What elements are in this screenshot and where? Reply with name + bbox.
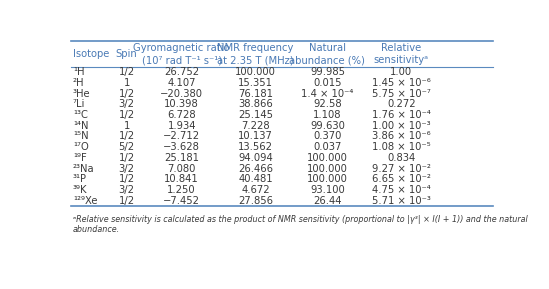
Text: 94.094: 94.094 — [238, 153, 273, 163]
Text: 1/2: 1/2 — [119, 89, 135, 99]
Text: ¹³C: ¹³C — [73, 110, 88, 120]
Text: 1.00 × 10⁻³: 1.00 × 10⁻³ — [372, 121, 430, 131]
Text: −3.628: −3.628 — [163, 142, 200, 152]
Text: −2.712: −2.712 — [163, 131, 200, 142]
Text: ¹⁴N: ¹⁴N — [73, 121, 88, 131]
Text: 100.000: 100.000 — [307, 174, 348, 184]
Text: Isotope: Isotope — [73, 49, 109, 59]
Text: 3.86 × 10⁻⁶: 3.86 × 10⁻⁶ — [372, 131, 430, 142]
Text: 1/2: 1/2 — [119, 67, 135, 77]
Text: 1.108: 1.108 — [313, 110, 341, 120]
Text: 1/2: 1/2 — [119, 196, 135, 206]
Text: 7.228: 7.228 — [241, 121, 270, 131]
Text: NMR frequency
at 2.35 T (MHz): NMR frequency at 2.35 T (MHz) — [217, 43, 294, 65]
Text: −20.380: −20.380 — [160, 89, 203, 99]
Text: 25.181: 25.181 — [164, 153, 199, 163]
Text: 15.351: 15.351 — [238, 78, 273, 88]
Text: ¹²⁹Xe: ¹²⁹Xe — [73, 196, 97, 206]
Text: 4.107: 4.107 — [167, 78, 196, 88]
Text: 100.000: 100.000 — [307, 153, 348, 163]
Text: 0.037: 0.037 — [313, 142, 341, 152]
Text: ᵃRelative sensitivity is calculated as the product of NMR sensitivity (proportio: ᵃRelative sensitivity is calculated as t… — [73, 215, 528, 234]
Text: Spin: Spin — [116, 49, 138, 59]
Text: 3/2: 3/2 — [119, 99, 135, 110]
Text: ¹⁵N: ¹⁵N — [73, 131, 88, 142]
Text: 100.000: 100.000 — [307, 164, 348, 174]
Text: 6.65 × 10⁻²: 6.65 × 10⁻² — [372, 174, 431, 184]
Text: 1: 1 — [124, 121, 130, 131]
Text: 1: 1 — [124, 78, 130, 88]
Text: 0.015: 0.015 — [313, 78, 341, 88]
Text: 1/2: 1/2 — [119, 110, 135, 120]
Text: ²H: ²H — [73, 78, 85, 88]
Text: 99.630: 99.630 — [310, 121, 345, 131]
Text: 1.45 × 10⁻⁶: 1.45 × 10⁻⁶ — [372, 78, 431, 88]
Text: 1/2: 1/2 — [119, 131, 135, 142]
Text: 93.100: 93.100 — [310, 185, 345, 195]
Text: 9.27 × 10⁻²: 9.27 × 10⁻² — [372, 164, 431, 174]
Text: 92.58: 92.58 — [313, 99, 341, 110]
Text: Natural
abundance (%): Natural abundance (%) — [289, 43, 365, 65]
Text: ¹⁷O: ¹⁷O — [73, 142, 88, 152]
Text: 26.752: 26.752 — [164, 67, 199, 77]
Text: 5.75 × 10⁻⁷: 5.75 × 10⁻⁷ — [372, 89, 431, 99]
Text: 0.370: 0.370 — [313, 131, 341, 142]
Text: ¹⁹F: ¹⁹F — [73, 153, 87, 163]
Text: 4.75 × 10⁻⁴: 4.75 × 10⁻⁴ — [372, 185, 431, 195]
Text: 1.934: 1.934 — [167, 121, 196, 131]
Text: ²³Na: ²³Na — [73, 164, 94, 174]
Text: 1.76 × 10⁻⁴: 1.76 × 10⁻⁴ — [372, 110, 431, 120]
Text: Relative
sensitivityᵃ: Relative sensitivityᵃ — [374, 43, 429, 65]
Text: 6.728: 6.728 — [167, 110, 196, 120]
Text: 99.985: 99.985 — [310, 67, 345, 77]
Text: 26.44: 26.44 — [313, 196, 341, 206]
Text: 4.672: 4.672 — [241, 185, 270, 195]
Text: 0.834: 0.834 — [387, 153, 416, 163]
Text: 13.562: 13.562 — [238, 142, 273, 152]
Text: ⁷Li: ⁷Li — [73, 99, 85, 110]
Text: 76.181: 76.181 — [238, 89, 273, 99]
Text: 1/2: 1/2 — [119, 174, 135, 184]
Text: 3/2: 3/2 — [119, 185, 135, 195]
Text: ¹H: ¹H — [73, 67, 85, 77]
Text: 1.4 × 10⁻⁴: 1.4 × 10⁻⁴ — [301, 89, 354, 99]
Text: 1.250: 1.250 — [167, 185, 196, 195]
Text: 1.00: 1.00 — [390, 67, 412, 77]
Text: 10.137: 10.137 — [238, 131, 273, 142]
Text: Gyromagnetic ratio
(10⁷ rad T⁻¹ s⁻¹): Gyromagnetic ratio (10⁷ rad T⁻¹ s⁻¹) — [133, 43, 230, 65]
Text: 3/2: 3/2 — [119, 164, 135, 174]
Text: 5/2: 5/2 — [119, 142, 135, 152]
Text: 1.08 × 10⁻⁵: 1.08 × 10⁻⁵ — [372, 142, 431, 152]
Text: 10.841: 10.841 — [164, 174, 199, 184]
Text: ³He: ³He — [73, 89, 91, 99]
Text: 1/2: 1/2 — [119, 153, 135, 163]
Text: 38.866: 38.866 — [238, 99, 273, 110]
Text: 10.398: 10.398 — [164, 99, 199, 110]
Text: 0.272: 0.272 — [387, 99, 416, 110]
Text: 27.856: 27.856 — [238, 196, 273, 206]
Text: −7.452: −7.452 — [163, 196, 200, 206]
Text: 100.000: 100.000 — [235, 67, 276, 77]
Text: 40.481: 40.481 — [238, 174, 273, 184]
Text: ³⁹K: ³⁹K — [73, 185, 87, 195]
Text: 7.080: 7.080 — [167, 164, 196, 174]
Text: ³¹P: ³¹P — [73, 174, 87, 184]
Text: 26.466: 26.466 — [238, 164, 273, 174]
Text: 25.145: 25.145 — [238, 110, 273, 120]
Text: 5.71 × 10⁻³: 5.71 × 10⁻³ — [372, 196, 431, 206]
